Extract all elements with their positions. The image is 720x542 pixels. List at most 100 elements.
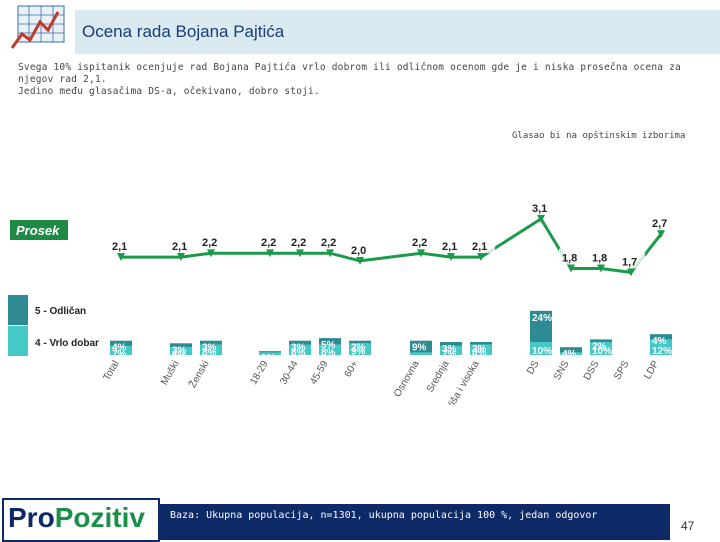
bar-odlican [200,340,222,345]
data-label-odlican: 2% [351,343,366,354]
prosek-marker [477,253,485,262]
data-label-odlican: 4% [652,336,667,347]
prosek-value: 2,0 [351,245,366,257]
category-tick-label: Srednja [425,359,452,395]
prosek-value-bg [439,237,465,254]
prosek-value: 2,1 [442,241,457,253]
brand-part-2: Pozitiv [54,502,145,533]
data-label-odlican: 4% [112,343,127,354]
prosek-value: 2,2 [261,237,276,249]
prosek-value: 2,2 [412,237,427,249]
category-tick-label: LDP [642,359,661,382]
bar-vrlo-dobar [259,352,281,355]
data-label-vrlo-dobar: 9% [351,346,366,357]
group-note: Glasao bi na opštinskim izborima [512,131,686,141]
bar-odlican [590,339,612,342]
bar-vrlo-dobar [349,343,371,355]
legend-label-vrlo-dobar: 4 - Vrlo dobar [35,338,99,349]
prosek-value: 1,7 [622,256,637,268]
data-label-vrlo-dobar: 2% [412,355,427,366]
prosek-value-bg [409,233,435,250]
prosek-marker [597,264,605,273]
prosek-value: 2,1 [172,241,187,253]
bar-odlican [349,340,371,344]
data-label-vrlo-dobar: 7% [442,349,457,360]
page-number: 47 [681,519,695,533]
prosek-value-bg [559,248,585,265]
prosek-value: 2,2 [321,237,336,249]
bar-vrlo-dobar [410,352,432,355]
bar-vrlo-dobar [170,347,192,355]
data-label-vrlo-dobar: 6% [172,350,187,361]
category-tick-label: Muški [159,359,182,387]
category-tick-label: DS [525,359,542,377]
bar-vrlo-dobar [470,344,492,355]
prosek-value-bg [318,233,344,250]
data-label-odlican: 24% [532,313,552,324]
data-label-odlican: 2% [592,341,607,352]
prosek-marker [326,249,334,258]
base-note: Baza: Ukupna populacija, n=1301, ukupna … [170,510,598,521]
category-tick-label: 18-29 [248,359,271,387]
category-tick-label: Ženski [186,358,212,390]
prosek-marker [207,249,215,258]
prosek-value-bg [258,233,284,250]
data-label-vrlo-dobar: 2% [261,355,276,366]
bar-odlican [530,310,552,342]
category-tick-label: 30-44 [278,359,301,387]
prosek-marker [117,253,125,262]
legend-swatch-odlican [8,295,28,325]
data-label-vrlo-dobar: 7% [112,349,127,360]
data-label-odlican: 3% [442,344,457,355]
bar-odlican [289,340,311,345]
prosek-label: Prosek [16,223,60,238]
prosek-label-box [10,220,68,240]
prosek-value-bg [619,252,645,269]
subtitle: Svega 10% ispitanik ocenjuje rad Bojana … [18,62,708,98]
data-label-vrlo-dobar: 10% [592,346,612,357]
prosek-marker [657,230,665,239]
bar-odlican [110,340,132,346]
data-label-vrlo-dobar: 8% [321,348,336,359]
bar-odlican [440,342,462,346]
subtitle-line-1: Svega 10% ispitanik ocenjuje rad Bojana … [18,62,681,85]
prosek-value-bg [348,240,374,257]
prosek-value: 2,2 [202,237,217,249]
bar-odlican [560,347,582,353]
bar-vrlo-dobar [440,345,462,355]
prosek-marker [266,249,274,258]
prosek-marker [447,253,455,262]
prosek-value-bg [109,237,135,254]
data-label-odlican: 3% [172,345,187,356]
category-tick-label: Total [102,359,122,383]
bar-vrlo-dobar [530,342,552,355]
data-label-odlican: 5% [321,340,336,351]
subtitle-line-2: Jedino među glasačima DS-a, očekivano, d… [18,86,320,97]
prosek-value: 1,8 [562,253,577,265]
prosek-marker [296,249,304,258]
brand-part-1: Pro [8,502,55,533]
data-label-vrlo-dobar: 12% [652,346,672,357]
brand-wordmark: ProPozitiv [8,502,145,534]
prosek-value-bg [589,248,615,265]
data-label-vrlo-dobar: 10% [532,346,552,357]
category-tick-label: Osnovna [392,359,422,400]
prosek-marker [417,249,425,258]
prosek-marker [567,264,575,273]
prosek-value: 2,7 [652,218,667,230]
data-label-vrlo-dobar: 8% [472,348,487,359]
prosek-value-bg [529,198,555,215]
data-label-vrlo-dobar: 2% [562,355,577,366]
bar-vrlo-dobar [650,339,672,355]
legend-swatch-vrlo-dobar [8,326,28,356]
bar-vrlo-dobar [200,344,222,355]
data-label-odlican: 1% [261,353,276,364]
prosek-value-bg [469,237,495,254]
category-tick-label: SPS [612,359,632,382]
chart-logo-icon [10,5,65,49]
bar-vrlo-dobar [590,342,612,355]
prosek-value: 1,8 [592,253,607,265]
bar-vrlo-dobar [560,352,582,355]
category-tick-label: 60+ [343,359,361,379]
